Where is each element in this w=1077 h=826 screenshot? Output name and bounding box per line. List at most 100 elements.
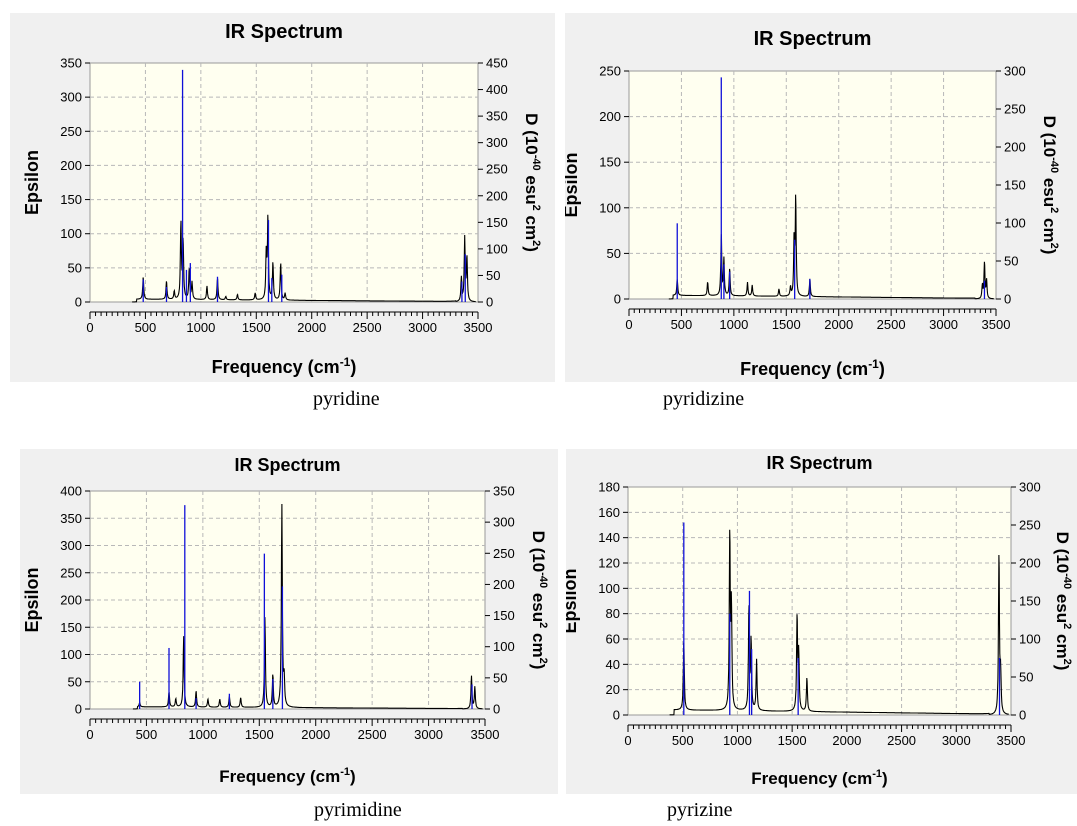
chart-panel-pyridine: IR Spectrum 0 50 100 150 200 250 300 350 0 50 100 15…: [10, 13, 555, 382]
y-tick-label: 0: [75, 702, 82, 717]
y-tick-label: 40: [606, 657, 620, 672]
y2-tick-label: 250: [1004, 102, 1026, 117]
x-tick-label: 3000: [408, 320, 437, 335]
caption-pyrimidine: pyrimidine: [314, 799, 402, 821]
x-tick-label: 2000: [832, 733, 861, 748]
y2-tick-label: 350: [493, 484, 515, 499]
chart-title: IR Spectrum: [225, 21, 343, 43]
x-tick-label: 3000: [414, 727, 443, 742]
y-tick-label: 400: [60, 484, 82, 499]
y-tick-label: 250: [599, 64, 621, 79]
y2-tick-label: 150: [1019, 594, 1041, 609]
y2-tick-label: 50: [493, 670, 507, 685]
x-tick-label: 3500: [982, 317, 1011, 332]
x-tick-label: 0: [86, 320, 93, 335]
x-tick-label: 1000: [186, 320, 215, 335]
y-tick-label: 300: [60, 538, 82, 553]
x-tick-label: 3500: [471, 727, 500, 742]
y2-tick-label: 250: [493, 546, 515, 561]
y-tick-label: 350: [60, 511, 82, 526]
chart-title: IR Spectrum: [234, 455, 340, 475]
x-tick-label: 1500: [778, 733, 807, 748]
plot-area: [89, 62, 479, 303]
chart-title: IR Spectrum: [754, 28, 872, 50]
y-tick-label: 0: [614, 292, 621, 307]
x-tick-label: 1000: [719, 317, 748, 332]
y-tick-label: 200: [60, 158, 82, 173]
y-tick-label: 100: [60, 226, 82, 241]
y2-tick-label: 50: [1019, 670, 1033, 685]
x-axis-label: Frequency (cm-1): [219, 766, 355, 786]
y-tick-label: 50: [68, 260, 82, 275]
y2-axis-label: D (10-40 esu2 cm2): [529, 531, 549, 670]
x-tick-label: 2500: [358, 727, 387, 742]
x-tick-label: 0: [624, 733, 631, 748]
y-tick-label: 150: [60, 620, 82, 635]
y-tick-label: 50: [607, 246, 621, 261]
y2-tick-label: 300: [1019, 480, 1041, 495]
y2-tick-label: 350: [486, 109, 508, 124]
y-tick-label: 200: [60, 593, 82, 608]
x-tick-label: 2500: [877, 317, 906, 332]
x-tick-label: 2000: [824, 317, 853, 332]
chart-panel-pyrimidine: IR Spectrum 0 50 100 150 200 250 300 350 400 0 50 10…: [20, 449, 558, 794]
caption-pyridine: pyridine: [313, 388, 380, 410]
chart-svg-pyridizine: IR Spectrum05010015020025005010015020025…: [565, 28, 1060, 379]
plot-area: [627, 486, 1012, 716]
x-tick-label: 3000: [942, 733, 971, 748]
x-tick-label: 1500: [772, 317, 801, 332]
y-tick-label: 250: [60, 124, 82, 139]
x-tick-label: 500: [136, 727, 158, 742]
caption-pyrizine: pyrizine: [667, 799, 733, 821]
y2-axis-label: D (10-40 esu2 cm2): [522, 113, 542, 252]
x-tick-label: 3500: [997, 733, 1026, 748]
y-axis-label: Epsilon: [22, 150, 42, 215]
y-tick-label: 200: [599, 109, 621, 124]
x-tick-label: 500: [135, 320, 157, 335]
y-tick-label: 50: [68, 674, 82, 689]
y-tick-label: 140: [598, 530, 620, 545]
y2-axis-label: D (10-40 esu2 cm2): [1040, 116, 1060, 255]
x-tick-label: 1000: [723, 733, 752, 748]
y-tick-label: 300: [60, 90, 82, 105]
y2-tick-label: 400: [486, 82, 508, 97]
y2-tick-label: 200: [493, 577, 515, 592]
caption-pyridizine: pyridizine: [663, 388, 745, 410]
x-tick-label: 1500: [242, 320, 271, 335]
x-tick-label: 500: [671, 317, 693, 332]
x-tick-label: 500: [672, 733, 694, 748]
y2-tick-label: 250: [486, 162, 508, 177]
chart-panel-pyrizine: IR Spectrum 0 20 40 60 80 100 120 140 160 180 0 50 10…: [566, 449, 1077, 794]
y2-tick-label: 100: [493, 639, 515, 654]
x-tick-label: 0: [86, 727, 93, 742]
y2-tick-label: 0: [1019, 708, 1026, 723]
y2-tick-label: 150: [1004, 178, 1026, 193]
y2-tick-label: 200: [1004, 140, 1026, 155]
y2-tick-label: 300: [493, 515, 515, 530]
y-tick-label: 100: [60, 647, 82, 662]
y2-tick-label: 300: [1004, 64, 1026, 79]
spectrum-line: [669, 529, 1009, 716]
y2-tick-label: 100: [1004, 216, 1026, 231]
y-tick-label: 160: [598, 505, 620, 520]
x-axis-label: Frequency (cm-1): [751, 768, 887, 788]
y-tick-label: 350: [60, 56, 82, 71]
y2-tick-label: 0: [1004, 292, 1011, 307]
x-tick-label: 1500: [245, 727, 274, 742]
x-axis-label: Frequency (cm-1): [740, 357, 885, 379]
y2-tick-label: 50: [1004, 254, 1018, 269]
y-tick-label: 120: [598, 556, 620, 571]
y-tick-label: 0: [75, 295, 82, 310]
chart-svg-pyrimidine: IR Spectrum 0 50 100 150 200 250 300 350 400 0 50 10…: [22, 455, 549, 786]
y2-tick-label: 200: [1019, 556, 1041, 571]
y-tick-label: 250: [60, 565, 82, 580]
x-tick-label: 2500: [353, 320, 382, 335]
y2-tick-label: 450: [486, 56, 508, 71]
y-tick-label: 100: [598, 581, 620, 596]
y-tick-label: 150: [599, 155, 621, 170]
x-tick-label: 1000: [188, 727, 217, 742]
x-axis-label: Frequency (cm-1): [212, 355, 357, 377]
plot-area: [628, 70, 997, 300]
y2-tick-label: 200: [486, 188, 508, 203]
y2-axis-label: D (10-40 esu2 cm2): [1053, 532, 1073, 671]
